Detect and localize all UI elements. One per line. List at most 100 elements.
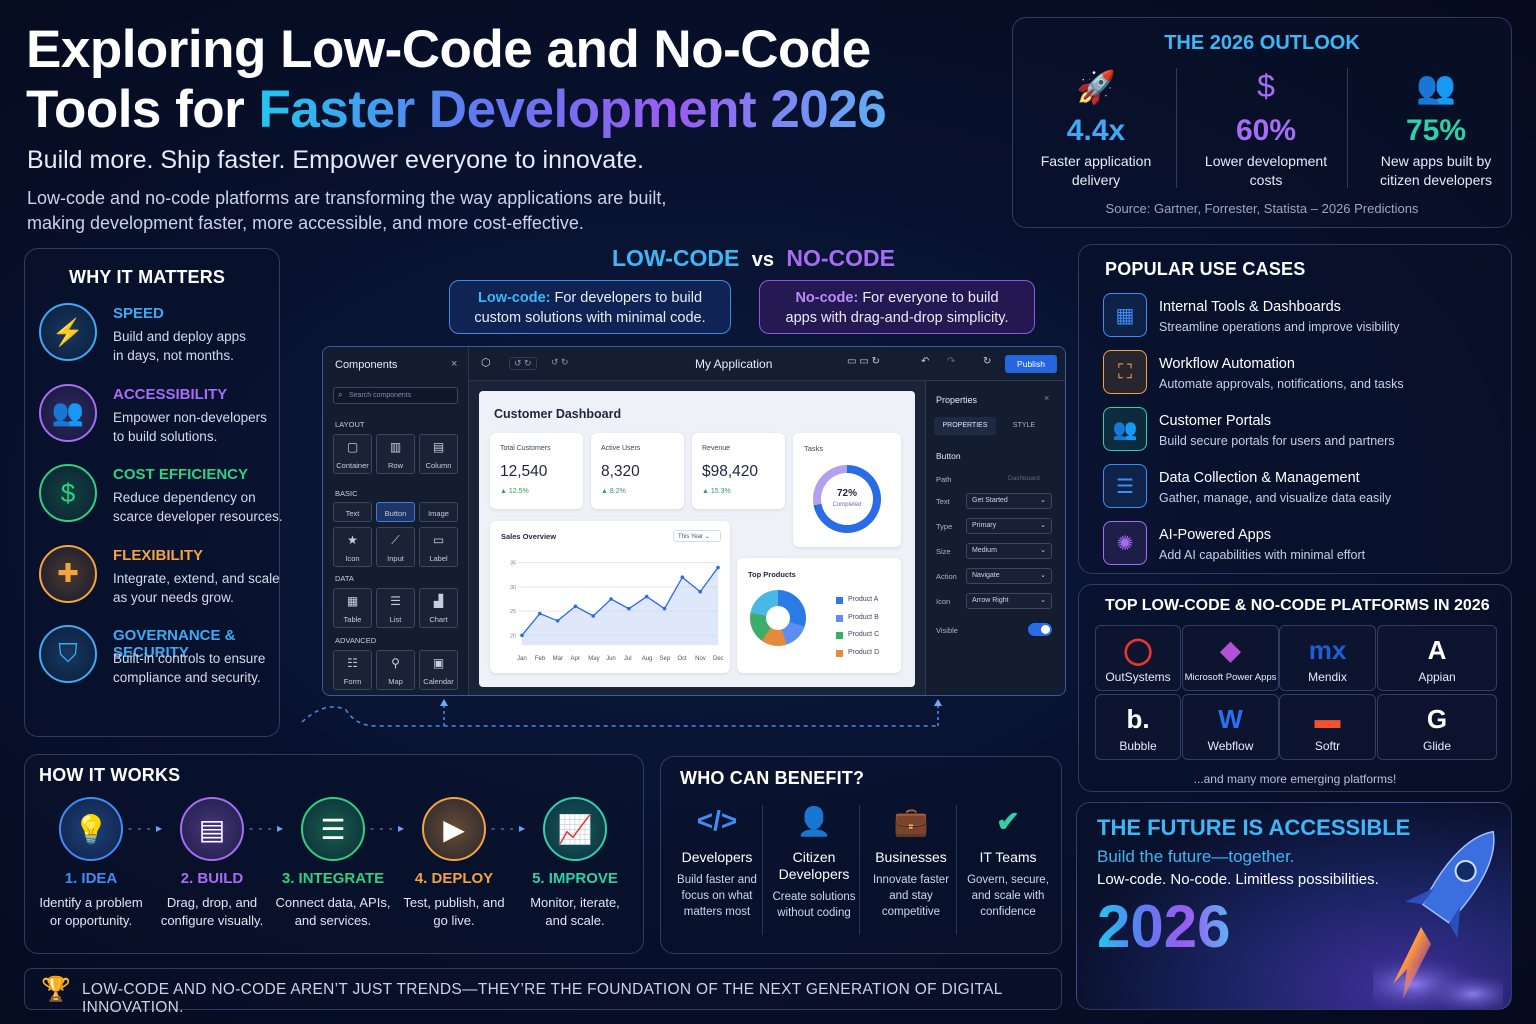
code-icon: </> bbox=[696, 805, 738, 836]
component-button[interactable]: Button bbox=[376, 502, 415, 522]
component-image[interactable]: Image bbox=[419, 502, 458, 522]
platform-logo: G bbox=[1426, 703, 1448, 734]
platform-microsoft-power-apps[interactable]: ◆ Microsoft Power Apps bbox=[1182, 625, 1279, 691]
section-advanced: ADVANCED bbox=[335, 636, 377, 645]
component-list[interactable]: ☰ List bbox=[376, 588, 415, 628]
x-tick-label: Feb bbox=[535, 656, 546, 662]
why-item-desc: Reduce dependency on bbox=[113, 490, 256, 505]
platform-mendix[interactable]: mx Mendix bbox=[1279, 625, 1376, 691]
visible-toggle[interactable] bbox=[1028, 623, 1052, 636]
publish-button[interactable]: Publish bbox=[1005, 355, 1057, 373]
search-input[interactable]: ⌕ Search components bbox=[333, 387, 458, 404]
component-label: Image bbox=[428, 509, 449, 518]
label-icon: ▭ bbox=[432, 533, 445, 547]
banner-text: LOW-CODE AND NO-CODE AREN’T JUST TRENDS—… bbox=[82, 981, 1003, 1016]
component-column[interactable]: ▤ Column bbox=[419, 434, 458, 474]
redo-icon[interactable]: ↺ ↻ bbox=[551, 357, 569, 367]
refresh-icon[interactable]: ↻ bbox=[983, 356, 992, 367]
platform-name: Webflow bbox=[1207, 739, 1254, 753]
component-chart[interactable]: ▟ Chart bbox=[419, 588, 458, 628]
section-basic: BASIC bbox=[335, 489, 358, 498]
why-item-title: COST EFFICIENCY bbox=[113, 466, 249, 483]
use-case-title: Data Collection & Management bbox=[1159, 470, 1360, 486]
platform-appian[interactable]: A Appian bbox=[1377, 625, 1497, 691]
divider bbox=[956, 805, 957, 935]
history-icon[interactable]: ↶ bbox=[921, 356, 930, 367]
tab-properties[interactable]: PROPERTIES bbox=[934, 417, 996, 435]
step-desc: Identify a problem bbox=[39, 895, 143, 910]
close-icon[interactable]: × bbox=[451, 358, 458, 370]
platform-name: Bubble bbox=[1119, 739, 1157, 753]
kpi-value: 8,320 bbox=[601, 463, 640, 480]
platform-bubble[interactable]: b. Bubble bbox=[1095, 694, 1181, 760]
x-tick-label: Jun bbox=[606, 656, 616, 662]
benefit-title: Citizen bbox=[792, 849, 836, 865]
x-tick-label: Oct bbox=[677, 656, 687, 662]
workflow-icon: ⛶ bbox=[1103, 350, 1147, 394]
step-title: 5. IMPROVE bbox=[532, 870, 618, 887]
component-text[interactable]: Text bbox=[333, 502, 372, 522]
kpi-label: Active Users bbox=[601, 445, 641, 452]
property-type-select[interactable]: Primary ⌄ bbox=[966, 518, 1052, 534]
builder-toolbar: ⬡ ↺ ↻ ↺ ↻ My Application ▭ ▭ ↻ ↶ ↷ ↻ Pub… bbox=[469, 347, 1065, 381]
kpi-card: Active Users 8,320 ▲ 8.2% bbox=[591, 433, 684, 509]
layout-icon: ▤ bbox=[180, 797, 244, 861]
why-item-desc: compliance and security. bbox=[113, 670, 261, 685]
component-container[interactable]: ▢ Container bbox=[333, 434, 372, 474]
outlook-stat-value: 4.4x bbox=[1066, 114, 1126, 147]
component-map[interactable]: ⚲ Map bbox=[376, 650, 415, 690]
legend-label: Product C bbox=[848, 631, 880, 638]
device-icons[interactable]: ▭ ▭ ↻ bbox=[847, 356, 880, 367]
why-item-title: GOVERNANCE & SECURITY bbox=[113, 627, 236, 661]
component-calendar[interactable]: ▣ Calendar bbox=[419, 650, 458, 690]
platform-webflow[interactable]: W Webflow bbox=[1182, 694, 1279, 760]
step-title: 3. INTEGRATE bbox=[281, 870, 385, 887]
icon-icon: ★ bbox=[347, 533, 358, 547]
close-icon[interactable]: × bbox=[1044, 393, 1050, 403]
home-icon[interactable]: ⬡ bbox=[481, 357, 491, 369]
platform-logo: b. bbox=[1126, 703, 1150, 734]
component-label[interactable]: ▭ Label bbox=[419, 527, 458, 567]
platform-glide[interactable]: G Glide bbox=[1377, 694, 1497, 760]
component-row[interactable]: ▥ Row bbox=[376, 434, 415, 474]
component-icon[interactable]: ★ Icon bbox=[333, 527, 372, 567]
y-tick-label: 35 bbox=[510, 561, 516, 567]
components-sidebar: Components × ⌕ Search components LAYOUT … bbox=[323, 347, 469, 695]
x-tick-label: Sep bbox=[660, 656, 671, 662]
no-code-box-text-2: apps with drag-and-drop simplicity. bbox=[785, 310, 1009, 326]
chevron-down-icon: ⌄ bbox=[1040, 522, 1046, 529]
platform-outsystems[interactable]: ◯ OutSystems bbox=[1095, 625, 1181, 691]
play-icon: ▶ bbox=[422, 797, 486, 861]
component-label: Input bbox=[387, 554, 404, 563]
benefit-desc: Build faster and focus on what matters mos… bbox=[669, 872, 765, 920]
benefit-desc-line: competitive bbox=[881, 906, 941, 918]
benefit-desc-line: Create solutions bbox=[772, 891, 856, 903]
chevron-down-icon: ⌄ bbox=[1040, 597, 1046, 604]
sales-filter[interactable]: This Year ⌄ bbox=[673, 530, 721, 542]
undo-icon[interactable]: ↺ ↻ bbox=[509, 357, 537, 370]
property-value: Arrow Right bbox=[972, 597, 1009, 604]
outlook-panel: THE 2026 OUTLOOK 🚀 4.4x Faster application… bbox=[1012, 17, 1512, 228]
platform-softr[interactable]: ▬ Softr bbox=[1279, 694, 1376, 760]
sales-point bbox=[609, 597, 613, 601]
component-input[interactable]: ⟋ Input bbox=[376, 527, 415, 567]
use-cases-title: POPULAR USE CASES bbox=[1105, 259, 1306, 279]
property-text-select[interactable]: Get Started ⌄ bbox=[966, 493, 1052, 509]
component-form[interactable]: ☷ Form bbox=[333, 650, 372, 690]
forward-icon[interactable]: ↷ bbox=[947, 356, 956, 367]
search-placeholder: Search components bbox=[349, 392, 412, 399]
component-table[interactable]: ▦ Table bbox=[333, 588, 372, 628]
people-icon: 👥 bbox=[39, 383, 97, 442]
property-label: Icon bbox=[936, 597, 951, 606]
property-action-select[interactable]: Navigate ⌄ bbox=[966, 568, 1052, 584]
kpi-label: Revenue bbox=[702, 445, 731, 452]
calendar-icon: ▣ bbox=[432, 656, 445, 670]
y-tick-label: 30 bbox=[510, 585, 516, 591]
property-size-select[interactable]: Medium ⌄ bbox=[966, 543, 1052, 559]
list-icon: ☰ bbox=[390, 594, 401, 608]
property-icon-select[interactable]: Arrow Right ⌄ bbox=[966, 593, 1052, 609]
tab-style[interactable]: STYLE bbox=[1012, 422, 1036, 429]
why-item-desc: in days, not months. bbox=[113, 348, 234, 363]
benefit-desc-line: confidence bbox=[980, 906, 1036, 918]
selected-component: Button bbox=[936, 451, 961, 461]
